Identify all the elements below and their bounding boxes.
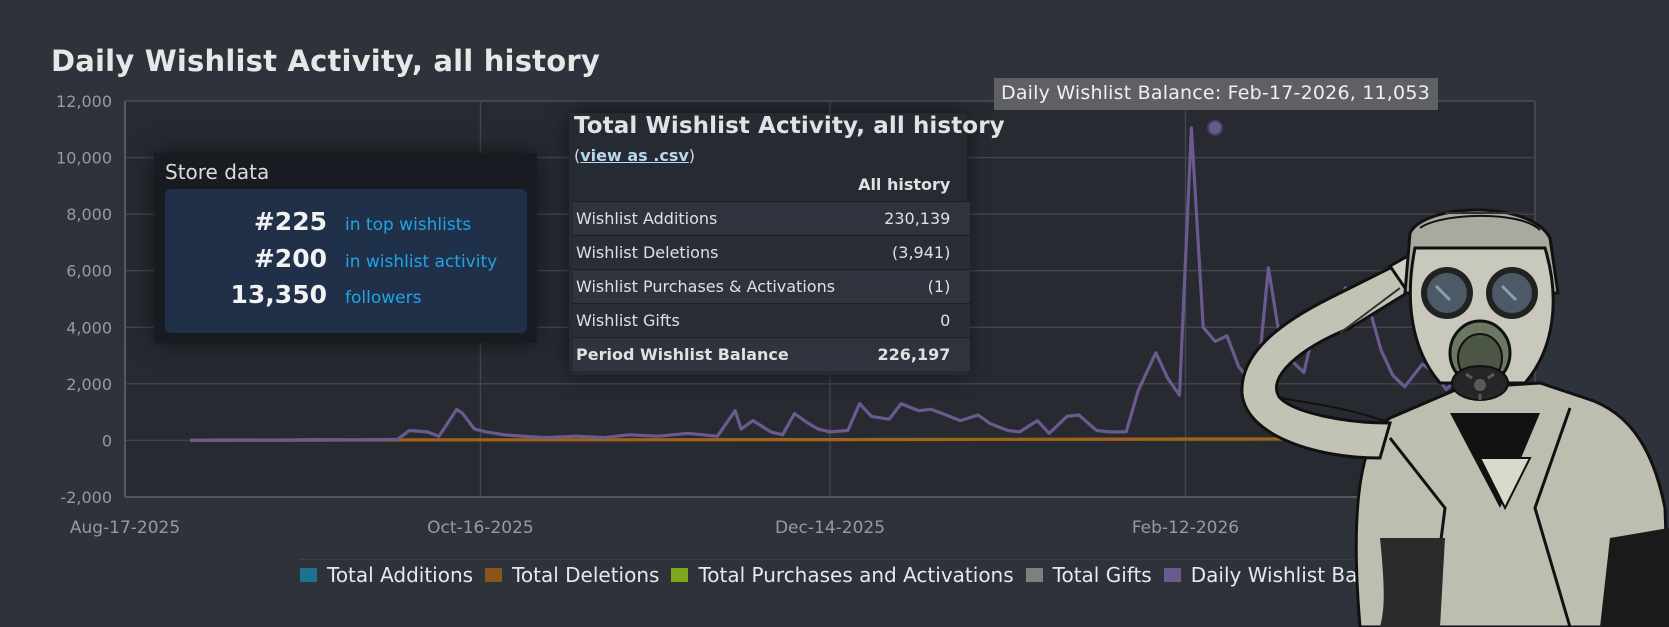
total-wishlist-title: Total Wishlist Activity, all history [574, 113, 1005, 139]
stat-value: #200 [253, 244, 327, 273]
stat-label[interactable]: in top wishlists [345, 215, 472, 235]
x-tick-label: Aug-17-2025 [70, 518, 180, 538]
row-label: Wishlist Deletions [573, 235, 856, 270]
legend-swatch [1025, 568, 1043, 582]
y-tick-label: 6,000 [66, 262, 112, 281]
y-tick-label: 4,000 [66, 318, 112, 337]
table-row: Wishlist Deletions (3,941) [573, 235, 971, 270]
legend-item-total-deletions[interactable]: Total Deletions [485, 563, 659, 587]
legend-label: Total Additions [327, 563, 474, 587]
stat-value: 13,350 [230, 280, 327, 309]
x-tick-label: Dec-14-2025 [775, 518, 885, 538]
legend-item-total-purchases[interactable]: Total Purchases and Activations [671, 563, 1014, 587]
legend-label: Total Purchases and Activations [698, 563, 1014, 587]
table-row: Wishlist Additions 230,139 [573, 201, 971, 236]
y-tick-label: -2,000 [60, 488, 112, 507]
row-value: (3,941) [855, 235, 971, 270]
csv-line: (view as .csv) [574, 146, 695, 165]
store-data-panel: #225 in top wishlists #200 in wishlist a… [165, 189, 527, 333]
legend-label: Total Gifts [1052, 563, 1152, 587]
stat-followers: 13,350 followers [165, 280, 527, 314]
csv-close: ) [688, 146, 696, 165]
y-tick-label: 10,000 [56, 149, 112, 168]
legend-swatch [671, 568, 689, 582]
table-row-total: Period Wishlist Balance 226,197 [573, 337, 971, 371]
table-row: Wishlist Purchases & Activations (1) [573, 269, 971, 304]
store-data-card: Store data #225 in top wishlists #200 in… [154, 153, 537, 343]
row-label: Wishlist Gifts [573, 303, 856, 338]
row-value: 230,139 [855, 201, 971, 236]
view-csv-link[interactable]: view as .csv [580, 146, 689, 165]
x-tick-label: Feb-12-2026 [1132, 518, 1239, 538]
y-tick-label: 0 [102, 431, 112, 450]
y-tick-label: 8,000 [66, 205, 112, 224]
legend-item-total-gifts[interactable]: Total Gifts [1025, 563, 1152, 587]
legend-swatch [300, 568, 317, 582]
stat-wishlist-activity: #200 in wishlist activity [165, 244, 527, 278]
y-tick-label: 2,000 [66, 375, 112, 394]
store-data-title: Store data [165, 160, 270, 184]
row-value: 0 [855, 303, 971, 338]
table-row: Wishlist Gifts 0 [573, 303, 971, 338]
stat-label[interactable]: followers [345, 288, 422, 308]
stat-value: #225 [253, 207, 327, 236]
total-wishlist-card: Total Wishlist Activity, all history (vi… [569, 113, 1005, 375]
csv-open: ( [574, 146, 581, 165]
x-tick-label: Oct-16-2025 [427, 518, 534, 538]
row-label: Period Wishlist Balance [573, 337, 856, 371]
row-value: (1) [855, 269, 971, 304]
gas-mask-soldier-saluting-icon [1240, 208, 1669, 627]
legend-item-total-additions[interactable]: Total Additions [300, 563, 473, 587]
table-header-empty [573, 168, 855, 202]
row-label: Wishlist Purchases & Activations [573, 269, 856, 304]
stat-top-wishlists: #225 in top wishlists [165, 207, 527, 241]
chart-tooltip: Daily Wishlist Balance: Feb-17-2026, 11,… [994, 78, 1438, 110]
row-value: 226,197 [855, 337, 971, 371]
stat-label[interactable]: in wishlist activity [345, 252, 498, 272]
total-wishlist-table: All history Wishlist Additions 230,139 W… [573, 168, 971, 371]
y-tick-label: 12,000 [56, 92, 112, 111]
chart-title: Daily Wishlist Activity, all history [51, 44, 600, 78]
table-header-all-history: All history [858, 175, 951, 194]
legend-swatch [1163, 568, 1181, 582]
legend-swatch [485, 568, 503, 582]
highlight-point [1207, 119, 1224, 136]
row-label: Wishlist Additions [573, 201, 856, 236]
legend-label: Total Deletions [512, 563, 660, 587]
